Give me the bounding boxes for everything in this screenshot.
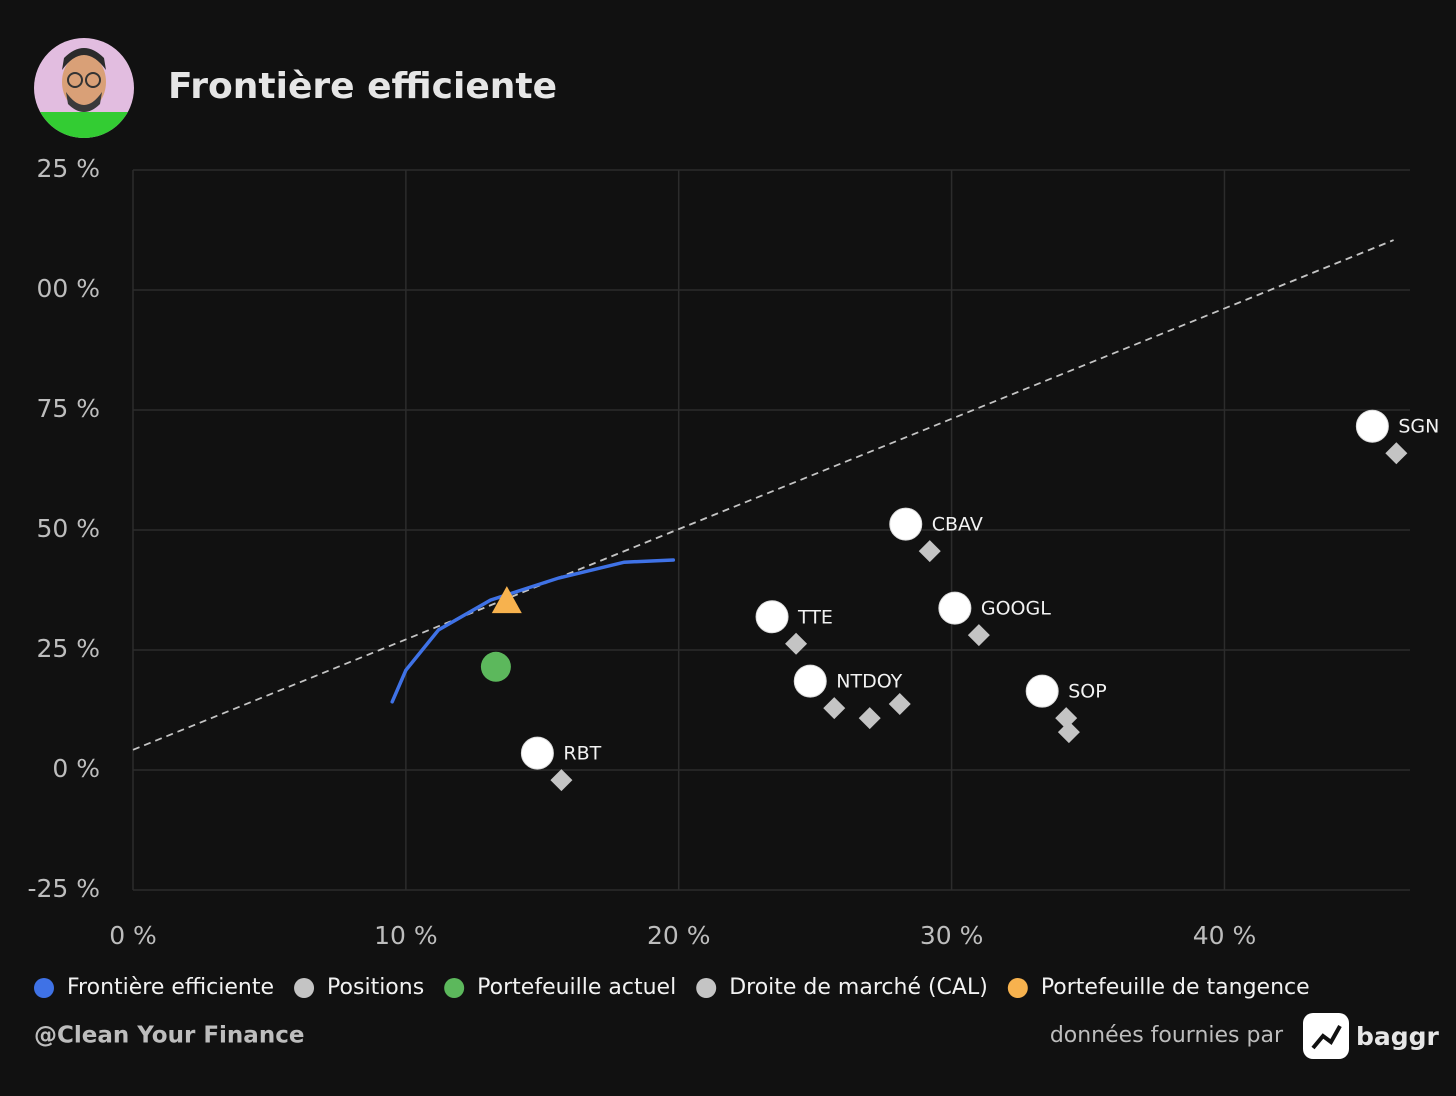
tangency-portfolio	[491, 586, 522, 614]
x-tick-label: 30 %	[920, 921, 984, 950]
position-label: GOOGL	[981, 598, 1051, 620]
legend-swatch	[34, 978, 54, 998]
position-logo	[1025, 674, 1059, 708]
source-note: données fournies par	[1050, 1023, 1284, 1048]
position-logo	[938, 591, 972, 625]
cal-line	[132, 239, 1394, 751]
legend-label: Frontière efficiente	[67, 975, 274, 1000]
legend-swatch	[444, 978, 465, 998]
legend-label: Positions	[327, 975, 424, 1000]
position-point	[823, 697, 846, 720]
position-label: SOP	[1068, 681, 1106, 703]
position-logo	[755, 600, 789, 634]
position-logo	[793, 664, 827, 698]
x-tick-label: 20 %	[647, 921, 711, 950]
position-point	[1055, 707, 1078, 730]
x-tick-label: 40 %	[1193, 921, 1257, 950]
position-point	[918, 540, 941, 563]
position-point	[550, 769, 573, 792]
y-tick-label: 25 %	[36, 154, 100, 183]
legend-label: Portefeuille de tangence	[1041, 975, 1310, 1000]
legend-swatch	[696, 978, 717, 998]
position-logo	[520, 736, 554, 770]
position-point	[888, 693, 911, 715]
credit: @Clean Your Finance	[34, 1023, 304, 1049]
plot-area: -25 % 0 % 25 % 50 % 75 % 00 % 25 % 0 % 10 % 20 % 3…	[27, 154, 1439, 950]
position-label: TTE	[797, 606, 833, 628]
position-label: CBAV	[932, 514, 983, 536]
legend-label: Portefeuille actuel	[477, 975, 676, 1000]
legend-swatch	[1007, 978, 1028, 998]
y-tick-label: 00 %	[36, 274, 100, 303]
y-tick-label: 25 %	[36, 634, 100, 663]
y-tick-label: 75 %	[36, 394, 100, 423]
chart-title: Frontière efficiente	[168, 66, 557, 107]
current-portfolio	[480, 651, 511, 682]
position-logo	[889, 507, 923, 541]
position-label: NTDOY	[836, 671, 902, 693]
position-point	[1385, 442, 1408, 465]
position-label: RBT	[563, 743, 601, 765]
legend-swatch	[294, 978, 315, 998]
position-point	[858, 707, 881, 730]
x-tick-label: 0 %	[109, 921, 157, 950]
brand: baggr	[1356, 1022, 1440, 1051]
frontier-line	[390, 558, 676, 704]
position-point	[785, 632, 808, 655]
position-label: SGN	[1398, 416, 1439, 438]
position-logo	[1355, 409, 1389, 443]
position-point	[967, 624, 990, 647]
x-tick-label: 10 %	[374, 921, 438, 950]
brand-logo	[1303, 1013, 1349, 1059]
y-tick-label: 0 %	[52, 754, 100, 783]
y-tick-label: -25 %	[27, 874, 100, 903]
y-tick-label: 50 %	[36, 514, 100, 543]
position-point	[1057, 721, 1080, 744]
legend-label: Droite de marché (CAL)	[729, 975, 988, 1000]
